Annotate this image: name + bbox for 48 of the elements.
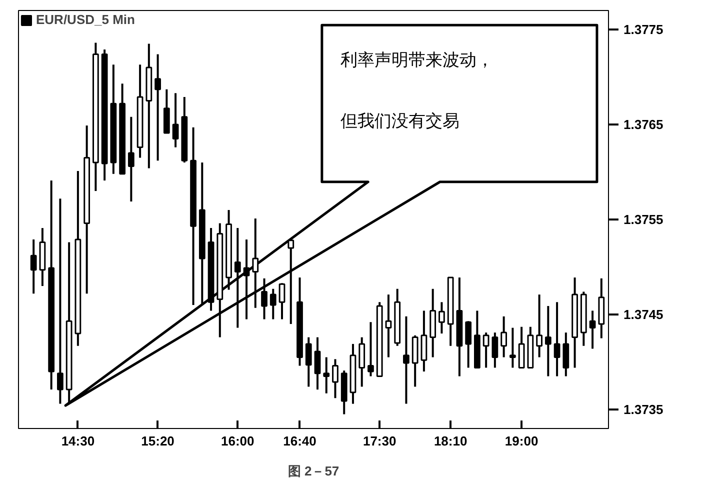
y-tick-label: 1.3755 — [624, 212, 664, 227]
x-tick-label: 15:20 — [141, 434, 174, 448]
x-tick-label: 16:40 — [283, 434, 316, 448]
x-tick-label: 18:10 — [434, 434, 468, 448]
x-tick-label: 19:00 — [504, 434, 538, 448]
candlestick — [509, 326, 516, 369]
candlestick — [482, 332, 490, 369]
annotation: 利率声明带来波动， — [340, 50, 494, 71]
candlestick — [270, 288, 276, 320]
legend-label: EUR/USD_5 Min — [36, 12, 135, 27]
annotation: 但我们没有交易 — [340, 111, 460, 132]
candlestick — [278, 282, 286, 320]
x-tick-label: 17:30 — [362, 434, 396, 448]
candlestick — [500, 315, 507, 358]
candlestick — [554, 301, 560, 378]
y-tick-label: 1.3765 — [624, 117, 664, 132]
candlestick — [492, 332, 498, 369]
candlestick — [154, 53, 161, 162]
y-tick-label: 1.3745 — [624, 307, 664, 322]
candlestick — [243, 238, 250, 320]
candlestick — [544, 304, 552, 378]
candlestick — [403, 315, 410, 405]
candlestick — [536, 294, 542, 358]
candlestick — [314, 336, 321, 391]
candlestick — [368, 321, 374, 378]
candlestick — [438, 301, 445, 334]
candlestick — [518, 326, 525, 369]
candlestick — [234, 227, 241, 329]
y-tick-label: 1.3775 — [624, 22, 664, 37]
candlestick — [332, 358, 338, 400]
candlestick — [30, 238, 37, 295]
candlestick — [252, 218, 259, 309]
candlestick — [172, 92, 179, 148]
candlestick — [562, 332, 570, 378]
candlestick — [358, 336, 366, 388]
candlestick — [57, 198, 64, 405]
candlestick — [128, 116, 134, 202]
candlestick — [288, 238, 294, 325]
x-tick-label: 14:30 — [61, 434, 95, 448]
candlestick — [261, 277, 268, 320]
candlestick — [465, 320, 472, 369]
x-tick-label: 16:00 — [221, 434, 254, 448]
caption: 图 2－57 — [288, 464, 340, 478]
candlestick — [385, 294, 392, 358]
candlestick — [305, 336, 312, 388]
candlestick — [589, 310, 596, 350]
y-tick-label: 1.3735 — [624, 402, 664, 417]
candlestick — [323, 356, 330, 394]
